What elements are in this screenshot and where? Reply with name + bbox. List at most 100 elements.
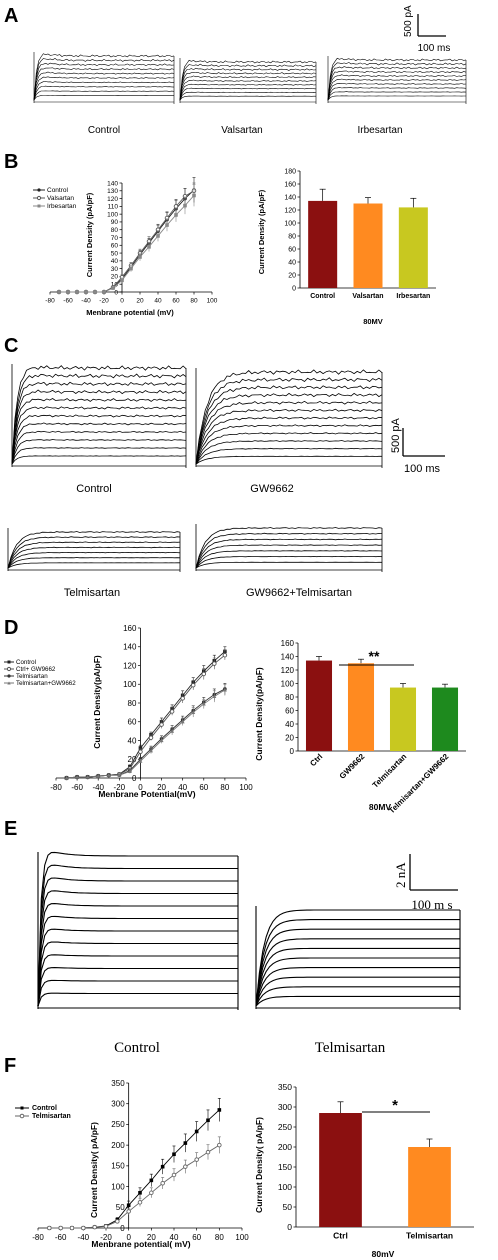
scale-bar-x-label: 100 ms — [404, 463, 441, 475]
y-tick-label: 200 — [278, 1142, 292, 1152]
current-trace — [179, 91, 317, 101]
x-category-label: GW9662 — [338, 752, 367, 781]
panel-e: E 2 nA 100 m s Control Telmisartan — [4, 818, 461, 1056]
y-tick-label: 60 — [285, 706, 294, 715]
series-valsartan — [56, 182, 197, 295]
current-trace — [255, 957, 460, 1007]
bar-telmisartan-gw9662 — [431, 687, 459, 751]
bar-valsartan — [353, 203, 383, 288]
x-tick-label: -80 — [32, 1233, 44, 1242]
y-tick-label: 100 — [284, 220, 296, 227]
data-point — [222, 687, 227, 692]
current-trace — [11, 398, 187, 464]
line-chart-f: -80 -60 -40 -20 0 20 40 60 80 100 0 50 100 150 200 250 3… — [32, 1079, 249, 1242]
legend-label-valsartan: Valsartan — [47, 195, 74, 202]
current-trace — [37, 903, 238, 1007]
y-tick-label: 160 — [284, 181, 296, 188]
data-point — [190, 682, 196, 688]
current-trace — [255, 947, 460, 1007]
current-trace — [255, 938, 460, 1007]
x-tick-label: -60 — [71, 783, 83, 792]
data-point — [75, 290, 79, 294]
current-trace — [33, 76, 175, 100]
data-point — [222, 652, 228, 658]
legend-label-control: Control — [47, 187, 69, 194]
current-trace — [327, 78, 467, 100]
legend-marker-control — [20, 1106, 24, 1110]
y-tick-label: 120 — [284, 207, 296, 214]
scale-bar-y-label: 500 pA — [390, 417, 402, 453]
y-tick-label: 40 — [288, 259, 296, 266]
data-point — [205, 1149, 211, 1155]
current-trace — [327, 87, 467, 100]
data-point — [159, 722, 164, 727]
current-trace — [195, 408, 383, 465]
current-trace — [33, 85, 175, 100]
data-point — [126, 1209, 131, 1214]
y-tick-label: 60 — [128, 718, 137, 727]
data-point — [66, 290, 70, 294]
panel-letter-e: E — [4, 818, 17, 840]
y-tick-label: 250 — [111, 1120, 125, 1129]
line-chart-b: -80 -60 -40 -20 0 20 40 60 80 1000102030405060708… — [45, 177, 218, 305]
x-tick-label: 60 — [172, 298, 180, 305]
scale-bar-c: 500 pA 100 ms — [390, 417, 445, 475]
current-trace — [11, 406, 187, 465]
current-trace — [327, 74, 467, 101]
series-control — [64, 646, 227, 780]
series-telmisartan — [64, 683, 227, 780]
current-trace — [11, 414, 187, 465]
y-tick-label: 50 — [111, 250, 119, 257]
y-tick-label: 40 — [285, 720, 294, 729]
y-tick-label: 150 — [278, 1162, 292, 1172]
data-point — [93, 290, 97, 294]
y-tick-label: 100 — [111, 1182, 125, 1191]
bar-irbesartan — [398, 207, 428, 288]
data-point — [138, 255, 142, 259]
current-trace — [179, 67, 317, 100]
current-trace — [195, 416, 383, 465]
trace-label-gw9662-c: GW9662 — [250, 483, 293, 495]
x-tick-label: -40 — [81, 298, 91, 305]
x-tick-label: 40 — [170, 1233, 179, 1242]
x-tick-label: 20 — [147, 1233, 156, 1242]
x-category-label: Irbesartan — [396, 293, 430, 300]
series-line — [59, 195, 195, 293]
data-point — [217, 1108, 222, 1112]
data-point — [147, 245, 151, 249]
y-tick-label: 0 — [287, 1222, 292, 1232]
scale-bar-x-label: 100 ms — [418, 43, 451, 54]
x-tick-label: 80 — [215, 1233, 224, 1242]
current-trace — [195, 550, 383, 569]
y-tick-label: 140 — [123, 643, 137, 652]
series-line — [49, 1109, 220, 1229]
y-tick-label: 120 — [281, 666, 295, 675]
current-trace — [195, 555, 383, 570]
current-trace — [179, 83, 317, 100]
current-trace — [37, 877, 238, 1007]
current-trace — [33, 62, 175, 100]
current-trace — [195, 532, 383, 569]
x-tick-label: 20 — [136, 298, 144, 305]
current-trace — [37, 967, 238, 1007]
data-point — [160, 1181, 165, 1186]
data-point — [201, 671, 207, 677]
x-tick-label: -20 — [114, 783, 126, 792]
current-trace — [37, 941, 238, 1007]
x-axis-label-f-line: Menbrane potential( mV) — [91, 1239, 190, 1249]
x-tick-label: -60 — [55, 1233, 67, 1242]
bar-control — [308, 200, 338, 288]
y-tick-label: 140 — [281, 652, 295, 661]
bar-chart-f: 0 50 100 150 200 250 300 350 Ctrl Telmisartan — [278, 1082, 474, 1241]
y-tick-label: 0 — [292, 285, 296, 292]
current-trace — [37, 954, 238, 1007]
current-trace — [255, 995, 460, 1007]
current-trace — [11, 365, 187, 464]
y-tick-label: 0 — [120, 1224, 125, 1233]
current-trace — [33, 81, 175, 100]
data-point — [117, 773, 122, 777]
panel-letter-d: D — [4, 617, 18, 639]
current-trace — [195, 385, 383, 465]
y-axis-label-f-line: Current Density( pA/pF) — [89, 1122, 99, 1218]
